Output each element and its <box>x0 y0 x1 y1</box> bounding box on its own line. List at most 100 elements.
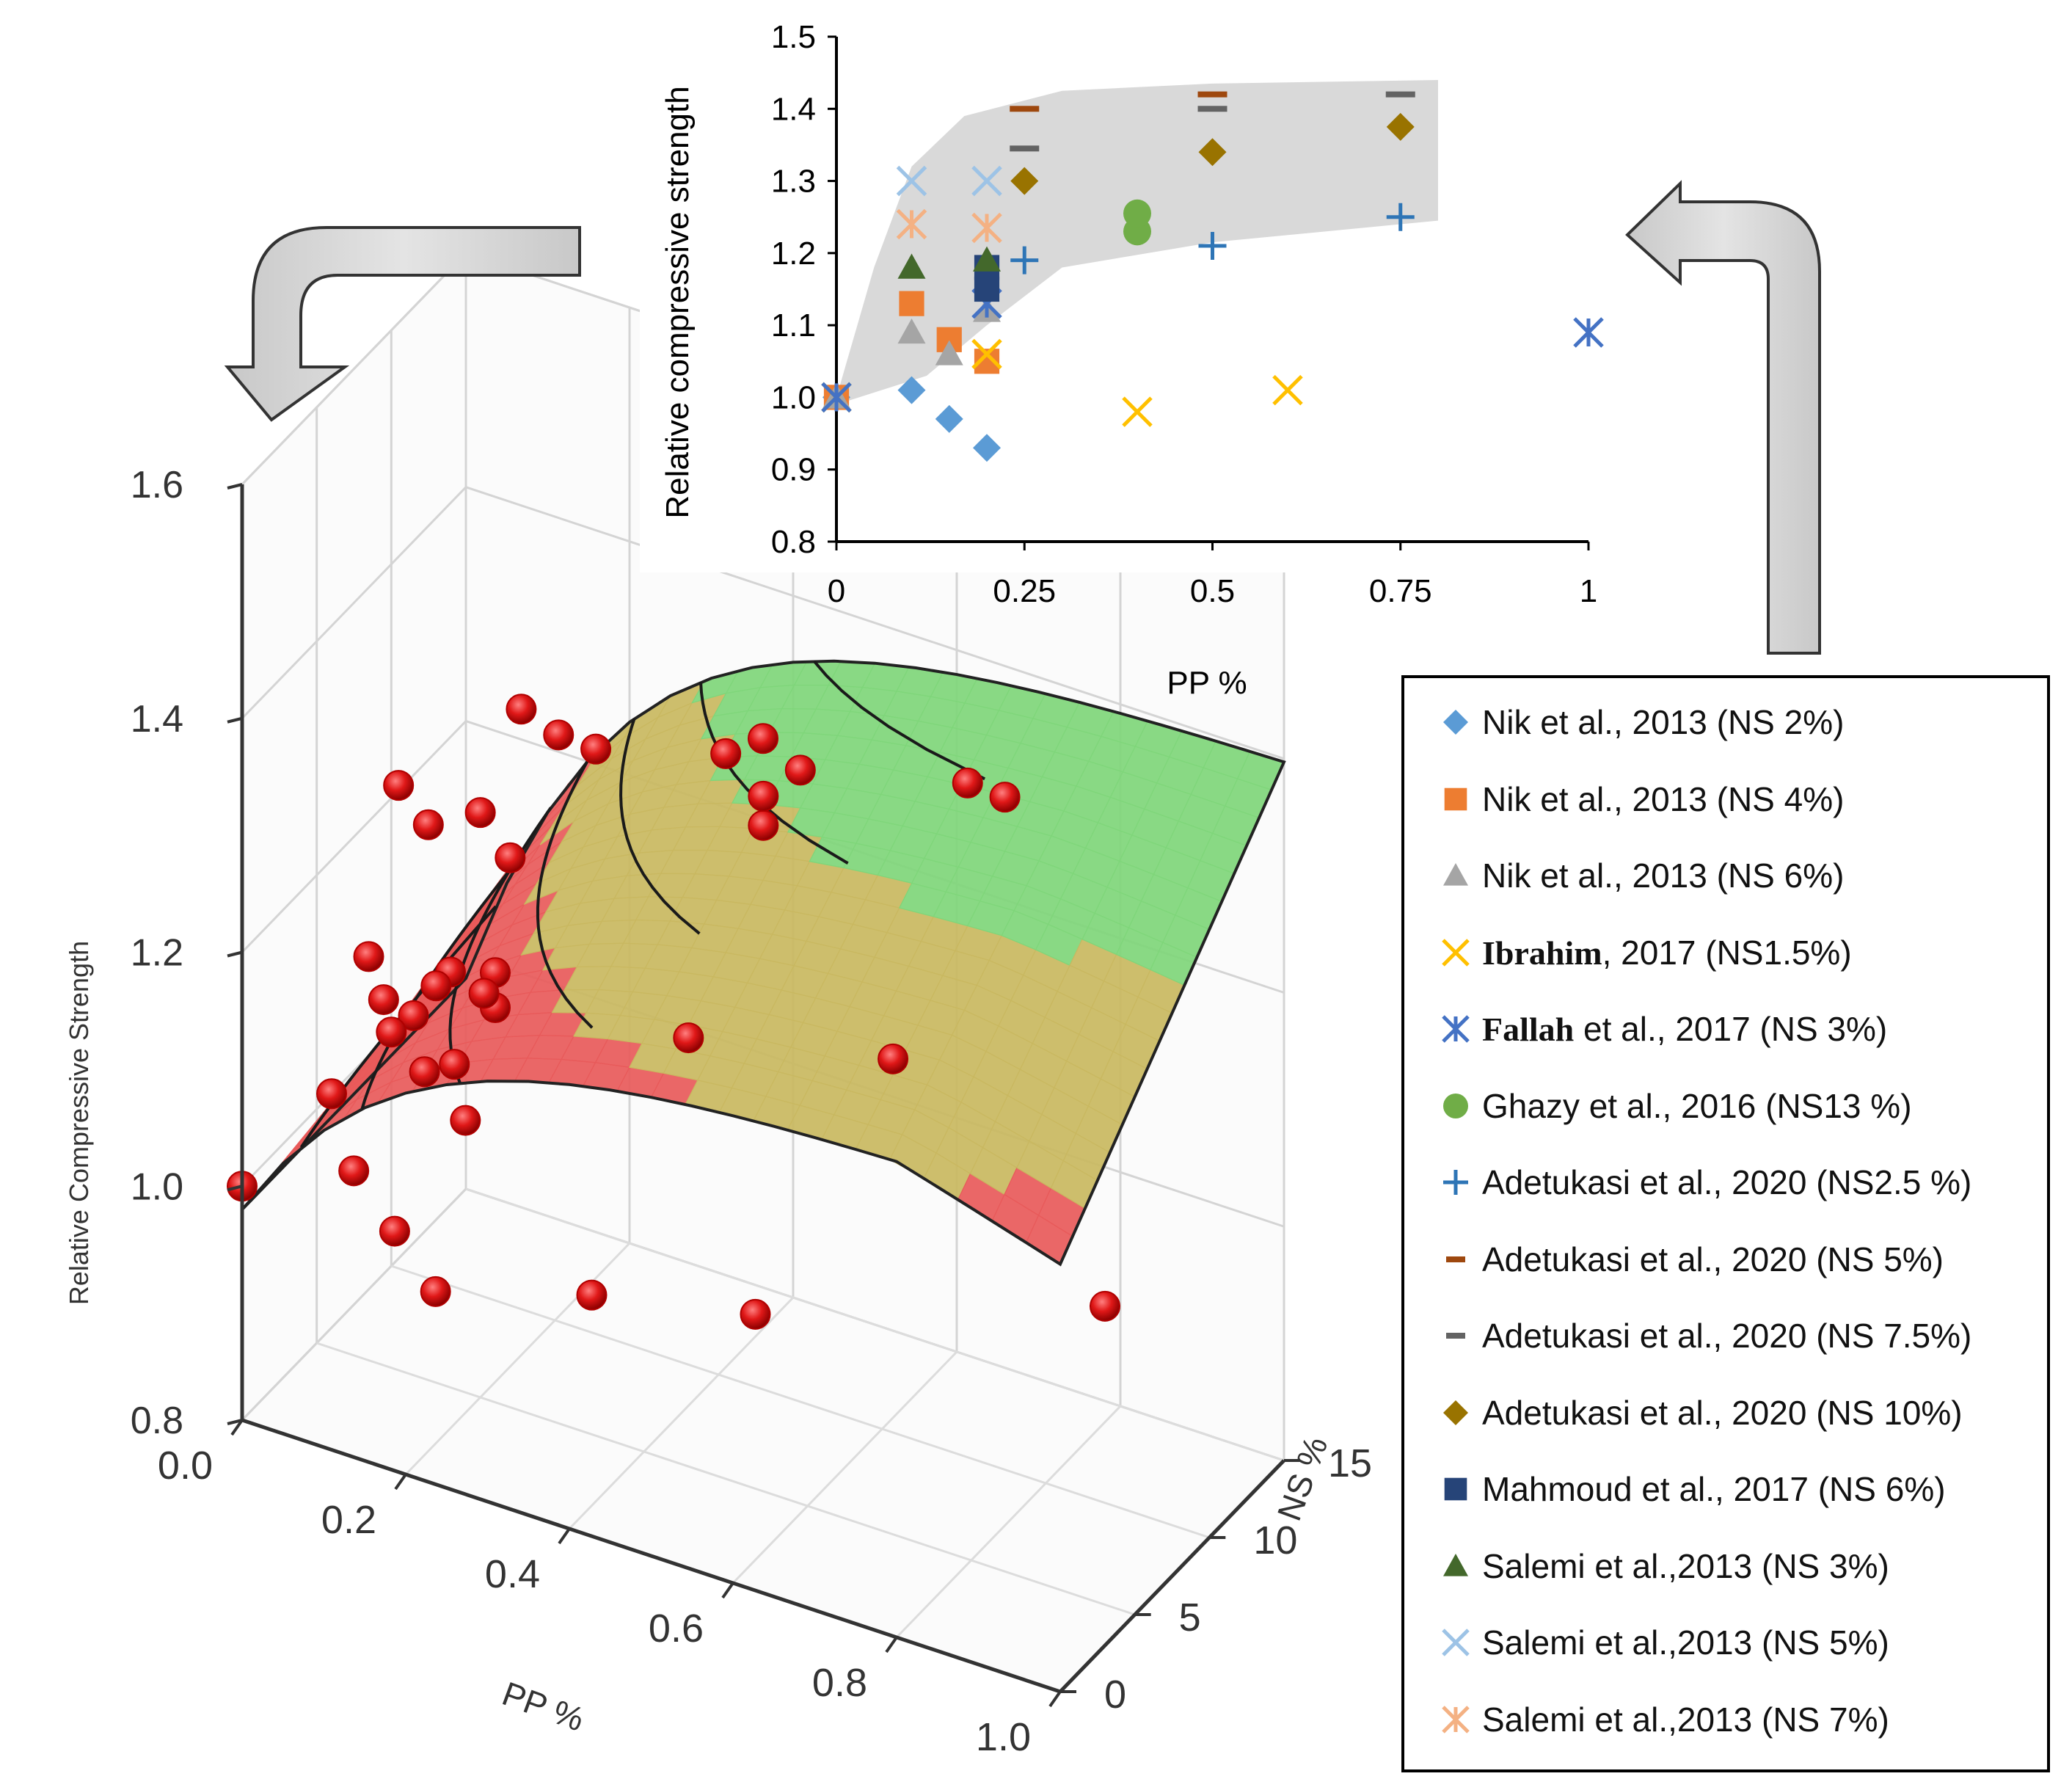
inset-x-axis-label: PP % <box>1167 665 1247 701</box>
legend-item: Adetukasi et al., 2020 (NS 5%) <box>1434 1230 1944 1289</box>
inset-y-tick-label: 1.4 <box>771 91 816 127</box>
inset-point-series-0 <box>935 404 963 433</box>
legend-marker-shape <box>1443 1400 1468 1425</box>
surface-data-point <box>576 1279 608 1311</box>
inset-x-tick-label: 1 <box>1580 573 1597 609</box>
inset-y-tick-label: 1.2 <box>771 236 816 272</box>
x-tick <box>230 1419 244 1436</box>
legend-marker-shape <box>1443 1553 1468 1576</box>
legend-item: Adetukasi et al., 2020 (NS 7.5%) <box>1434 1306 1971 1365</box>
inset-point-series-3 <box>971 338 1002 370</box>
legend-label: Ghazy et al., 2016 (NS13 %) <box>1482 1086 1912 1125</box>
x-tick-label: 0.2 <box>321 1498 376 1542</box>
surface-data-point <box>379 1215 410 1247</box>
right-curved-arrow <box>1625 180 1821 655</box>
surface-data-point <box>784 754 816 786</box>
floor-gridline <box>465 1187 1285 1462</box>
surface-data-point <box>468 978 500 1009</box>
legend-marker <box>1442 1629 1470 1656</box>
inset-point-series-8 <box>1010 145 1040 152</box>
legend-marker <box>1444 1477 1467 1501</box>
legend-item: Fallah et al., 2017 (NS 3%) <box>1434 1000 1887 1058</box>
surface-data-point <box>420 1276 451 1307</box>
legend-marker-shape <box>1443 710 1468 735</box>
inset-point-series-9 <box>1198 138 1227 167</box>
z-tick <box>227 1185 243 1192</box>
surface-data-point <box>409 1056 440 1088</box>
inset-point-series-1 <box>899 291 924 316</box>
x-tick <box>394 1473 407 1491</box>
inset-point-series-4 <box>821 382 852 413</box>
z-tick <box>227 950 243 958</box>
legend-marker <box>1443 1553 1468 1576</box>
legend-marker <box>1446 1333 1465 1339</box>
y-tick-label: 10 <box>1253 1518 1297 1562</box>
inset-x-tick-label: 0.75 <box>1369 573 1432 609</box>
inset-y-tick-label: 0.8 <box>771 524 816 560</box>
legend-label: Adetukasi et al., 2020 (NS 5%) <box>1482 1240 1944 1278</box>
surface-data-point <box>748 723 778 754</box>
inset-point-series-0 <box>897 376 926 404</box>
legend-item: Adetukasi et al., 2020 (NS2.5 %) <box>1434 1153 1971 1212</box>
surface-data-point <box>495 842 526 873</box>
x-tick <box>1048 1690 1062 1708</box>
surface-data-point <box>464 797 496 829</box>
inset-point-series-12 <box>896 165 927 197</box>
z-tick-label: 1.2 <box>131 932 183 975</box>
legend-label: Nik et al., 2013 (NS 2%) <box>1482 703 1845 741</box>
x-axis-label: PP % <box>497 1674 589 1739</box>
surface-data-point <box>952 767 983 798</box>
y-tick-label: 0 <box>1104 1673 1126 1717</box>
surface-data-point <box>316 1078 347 1110</box>
surface-data-point <box>506 694 537 725</box>
inset-x-tick-label: 0 <box>828 573 845 609</box>
inset-point-series-4 <box>1573 317 1604 348</box>
legend-marker-shape <box>1443 1093 1468 1118</box>
legend-marker-shape <box>1442 1629 1470 1656</box>
inset-data-points <box>821 91 1604 462</box>
legend-label: Salemi et al.,2013 (NS 3%) <box>1482 1546 1889 1585</box>
z-tick-label: 1.4 <box>131 698 183 741</box>
legend-item: Nik et al., 2013 (NS 4%) <box>1434 770 1844 829</box>
legend-item: Salemi et al.,2013 (NS 3%) <box>1434 1537 1889 1596</box>
legend-label-bold: Ibrahim <box>1482 934 1602 972</box>
legend-marker-shape <box>1443 863 1468 886</box>
surface-data-point <box>376 1016 407 1048</box>
floor-gridline <box>568 1296 795 1530</box>
legend-marker-shape <box>1446 1256 1465 1262</box>
legend-label: Fallah et al., 2017 (NS 3%) <box>1482 1009 1887 1049</box>
surface-data-point <box>383 770 415 801</box>
surface-data-point <box>580 733 612 765</box>
inset-point-series-3 <box>1122 396 1153 427</box>
x-axis <box>241 1418 1061 1694</box>
legend-marker <box>1443 1400 1468 1425</box>
x-tick-label: 0.4 <box>485 1552 540 1596</box>
inset-point-series-6 <box>1198 232 1227 261</box>
legend-label: Ibrahim, 2017 (NS1.5%) <box>1482 933 1852 972</box>
inset-point-series-2 <box>935 340 963 365</box>
inset-point-series-0 <box>973 434 1001 462</box>
inset-scatter-chart: 0.8 0.9 1.0 1.1 1.2 1.3 1.4 1.5 0 0.25 0.5 0.75 1 PP … <box>640 15 1604 701</box>
z-tick-label: 1.0 <box>131 1165 183 1208</box>
surface-data-point <box>353 941 384 972</box>
legend-label-rest: , 2017 (NS1.5%) <box>1602 933 1852 972</box>
z-tick <box>227 716 243 724</box>
inset-point-series-5 <box>1123 199 1151 228</box>
surface-data-point <box>989 782 1021 813</box>
contour-line <box>619 718 701 935</box>
floor-gridline <box>316 1342 1136 1616</box>
surface-data-point <box>412 809 444 840</box>
inset-y-tick-label: 1.0 <box>771 379 816 415</box>
inset-y-tick-label: 1.5 <box>771 19 816 55</box>
legend-label: Salemi et al.,2013 (NS 7%) <box>1482 1700 1889 1739</box>
x-tick-label: 0.0 <box>158 1444 213 1488</box>
legend-marker <box>1443 1093 1468 1118</box>
surface-data-point <box>710 738 742 769</box>
legend-label-rest: et al., 2017 (NS 3%) <box>1574 1010 1888 1048</box>
inset-point-series-11 <box>973 246 1001 272</box>
surface-data-point <box>748 809 779 841</box>
surface-data-point <box>439 1049 470 1080</box>
inset-point-series-9 <box>1010 167 1039 195</box>
inset-y-axis-label: Relative compressive strength <box>660 86 696 518</box>
